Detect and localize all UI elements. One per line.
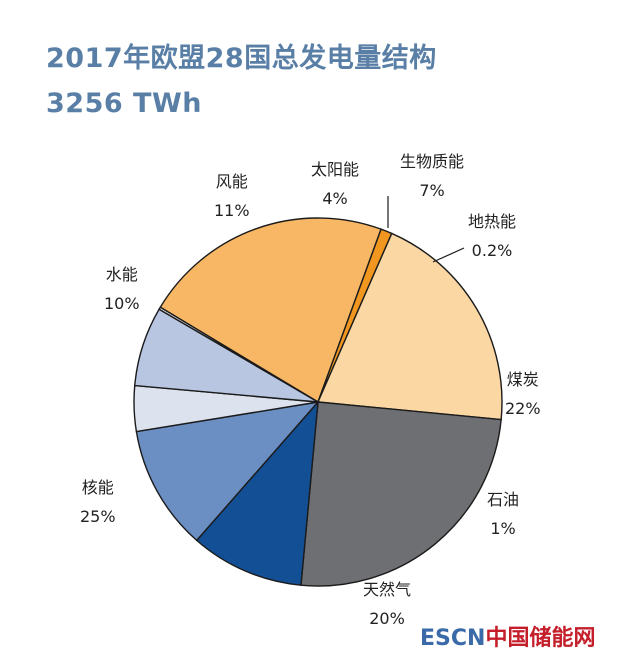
slice-label-oil: 石油 1% bbox=[487, 490, 520, 539]
pie-slice-0 bbox=[159, 217, 382, 404]
slice-label-gas: 天然气 20% bbox=[363, 580, 412, 629]
chart-title: 2017年欧盟28国总发电量结构 bbox=[46, 43, 437, 74]
pie-slice-2 bbox=[316, 232, 503, 421]
pie-slice-3 bbox=[300, 401, 502, 587]
pie-slice-8 bbox=[158, 306, 319, 403]
slice-label-biomass: 生物质能 7% bbox=[400, 152, 465, 201]
slice-label-nuclear: 核能 25% bbox=[80, 478, 116, 527]
chart-subtitle: 3256 TWh bbox=[46, 88, 202, 119]
slice-label-geothermal: 地热能 0.2% bbox=[468, 212, 517, 261]
slice-label-coal: 煤炭 22% bbox=[505, 370, 541, 419]
watermark-text: 中国储能网 bbox=[485, 626, 596, 651]
leader-line-1 bbox=[432, 247, 465, 263]
slice-label-hydro: 水能 10% bbox=[104, 265, 140, 314]
watermark-brand: ESCN bbox=[420, 626, 486, 651]
slice-label-wind: 风能 11% bbox=[214, 172, 250, 221]
pie-slice-5 bbox=[135, 400, 320, 542]
slice-label-solar: 太阳能 4% bbox=[311, 160, 360, 209]
pie-slice-4 bbox=[195, 399, 319, 586]
watermark: ESCN中国储能网 bbox=[420, 620, 595, 652]
